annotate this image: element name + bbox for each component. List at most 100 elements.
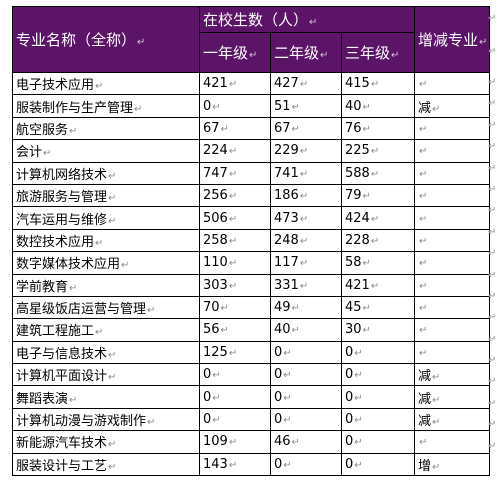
paragraph-mark: ↵	[370, 280, 380, 292]
grade-1-cell: 421↵	[199, 71, 271, 96]
table-row: 计算机平面设计↵ 0↵ 0↵ 0↵ 减↵	[12, 363, 490, 387]
paragraph-mark: ↵	[488, 13, 497, 24]
grade-1-cell: 125↵	[199, 340, 271, 365]
grade-2-cell: 0↵	[270, 452, 342, 477]
paragraph-mark: ↵	[228, 437, 238, 449]
paragraph-mark: ↵	[419, 168, 428, 180]
header-grade-1: 一年级↵	[199, 32, 271, 73]
paragraph-mark: ↵	[362, 258, 371, 270]
paragraph-mark: ↵	[228, 347, 238, 359]
paragraph-mark: ↵	[488, 226, 497, 238]
major-name-cell: 建筑工程施工↵	[12, 318, 200, 342]
change-cell: ↵	[414, 71, 490, 96]
change-cell: ↵	[414, 251, 490, 275]
grade-3-cell-text: 415	[345, 76, 370, 92]
grade-1-cell: 0↵	[199, 385, 271, 409]
grade-2-cell-text: 186	[274, 188, 299, 204]
table-row: 学前教育↵ 303↵ 331↵ 421↵ ↵	[12, 273, 490, 297]
major-name-cell: 计算机网络技术↵	[12, 161, 200, 185]
paragraph-mark: ↵	[291, 303, 300, 315]
paragraph-mark: ↵	[362, 123, 371, 135]
table-row: 旅游服务与管理↵ 256↵ 186↵ 79↵ ↵	[12, 183, 490, 208]
table-row: 服装制作与生产管理↵ 0↵ 51↵ 40↵ 减↵	[12, 94, 490, 118]
grade-3-cell-text: 30	[345, 322, 362, 338]
change-cell: ↵	[414, 295, 490, 320]
paragraph-mark: ↵	[291, 101, 300, 113]
paragraph-mark: ↵	[228, 258, 238, 270]
grade-3-cell-text: 424	[345, 210, 370, 226]
paragraph-mark: ↵	[320, 50, 329, 61]
grade-1-cell-text: 224	[203, 143, 228, 159]
major-name-cell: 旅游服务与管理↵	[12, 183, 200, 208]
major-name-cell-text: 计算机平面设计	[16, 369, 108, 385]
grade-2-cell: 117↵	[270, 251, 342, 275]
paragraph-mark: ↵	[362, 303, 371, 315]
grade-2-cell-text: 51	[274, 98, 291, 114]
paragraph-mark: ↵	[43, 148, 52, 160]
major-name-cell-text: 电子与信息技术	[16, 346, 108, 362]
paragraph-mark: ↵	[291, 123, 300, 135]
change-cell: ↵	[414, 206, 490, 230]
grade-3-cell: 79↵	[341, 183, 415, 208]
paragraph-mark: ↵	[488, 46, 497, 57]
paragraph-mark: ↵	[108, 215, 117, 227]
paragraph-mark: ↵	[299, 79, 309, 91]
paragraph-mark: ↵	[354, 415, 363, 427]
grade-3-cell: 421↵	[341, 273, 415, 297]
paragraph-mark: ↵	[488, 419, 497, 431]
header-grade-3: 三年级↵	[341, 32, 415, 73]
major-name-cell-text: 旅游服务与管理	[16, 190, 108, 206]
paragraph-mark: ↵	[488, 333, 497, 345]
grade-2-cell-text: 229	[274, 143, 299, 159]
grade-2-cell: 49↵	[270, 295, 342, 320]
paragraph-mark: ↵	[419, 347, 428, 359]
paragraph-mark: ↵	[134, 103, 143, 115]
grade-3-cell: 0↵	[341, 363, 415, 387]
grade-2-cell: 248↵	[270, 228, 342, 253]
major-name-cell: 计算机动漫与游戏制作↵	[12, 407, 200, 432]
paragraph-mark: ↵	[220, 303, 229, 315]
paragraph-mark: ↵	[419, 303, 428, 315]
grade-2-cell: 51↵	[270, 94, 342, 118]
grade-3-cell-text: 76	[345, 120, 362, 136]
paragraph-mark: ↵	[228, 168, 238, 180]
change-cell: 减↵	[414, 363, 490, 387]
paragraph-mark: ↵	[228, 235, 238, 247]
header-enrollment-group: 在校生数（人）↵	[199, 6, 415, 33]
major-name-cell-text: 航空服务	[16, 122, 69, 138]
grade-3-cell-text: 0	[345, 389, 354, 405]
paragraph-mark: ↵	[354, 347, 363, 359]
grade-2-cell: 46↵	[270, 430, 342, 454]
paragraph-mark: ↵	[354, 437, 363, 449]
paragraph-mark: ↵	[479, 37, 488, 48]
paragraph-mark: ↵	[147, 305, 156, 317]
grade-1-cell: 0↵	[199, 363, 271, 387]
grade-1-cell-text: 0	[203, 367, 212, 383]
grade-1-cell: 70↵	[199, 295, 271, 320]
grade-2-cell-text: 248	[274, 232, 299, 248]
paragraph-mark: ↵	[488, 98, 497, 110]
change-cell: 增↵	[414, 452, 490, 477]
grade-3-cell-text: 0	[345, 412, 354, 428]
paragraph-mark: ↵	[212, 392, 221, 404]
header-grade-3-text: 三年级	[345, 44, 391, 62]
major-name-cell: 汽车运用与维修↵	[12, 206, 200, 230]
major-name-cell: 电子技术应用↵	[12, 71, 200, 96]
paragraph-mark: ↵	[432, 394, 441, 406]
major-name-cell: 会计↵	[12, 139, 200, 163]
paragraph-mark: ↵	[362, 191, 371, 203]
grade-1-cell: 109↵	[199, 430, 271, 454]
grade-1-cell-text: 0	[203, 389, 212, 405]
paragraph-mark: ↵	[95, 327, 104, 339]
paragraph-mark: ↵	[212, 415, 221, 427]
grade-1-cell: 258↵	[199, 228, 271, 253]
table-row: 计算机动漫与游戏制作↵ 0↵ 0↵ 0↵ 减↵	[12, 407, 490, 432]
paragraph-mark: ↵	[419, 437, 428, 449]
grade-1-cell-text: 0	[203, 98, 212, 114]
change-cell: ↵	[414, 273, 490, 297]
grade-1-cell: 0↵	[199, 407, 271, 432]
paragraph-mark: ↵	[432, 372, 441, 384]
paragraph-mark: ↵	[488, 397, 497, 409]
major-name-cell: 服装设计与工艺↵	[12, 452, 200, 477]
grade-3-cell: 40↵	[341, 94, 415, 118]
